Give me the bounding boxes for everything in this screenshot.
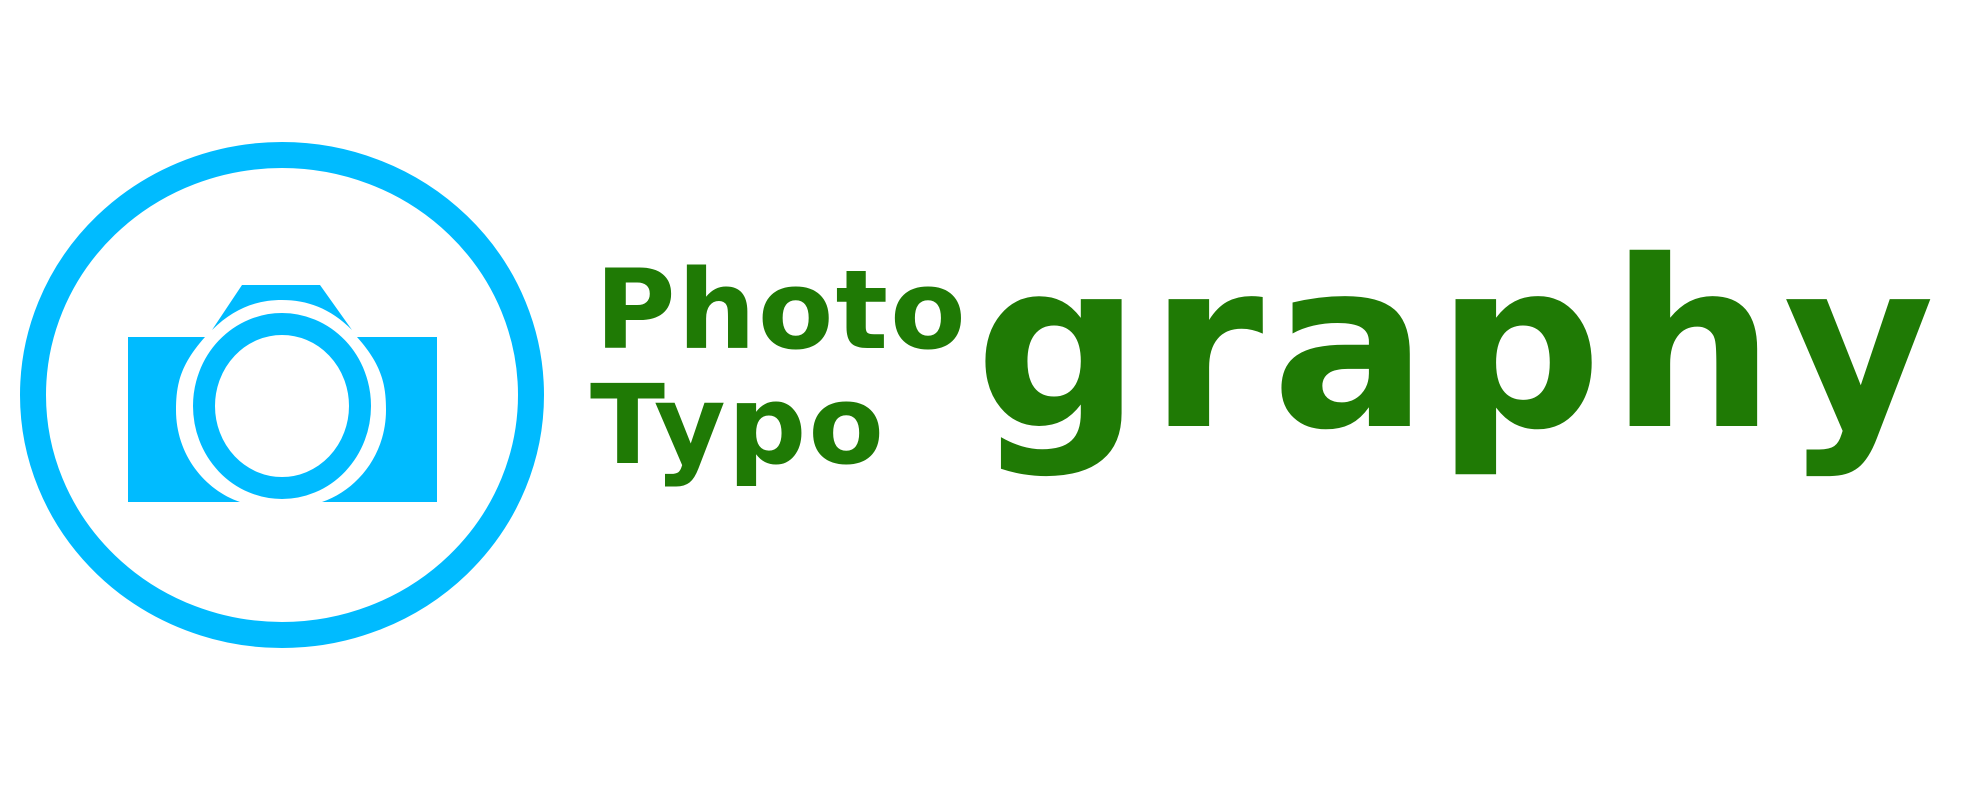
word-typo: Typo (590, 361, 886, 489)
camera-body-right (322, 337, 437, 502)
outer-ring (20, 142, 544, 648)
wordmark: Photo Typo graphy (585, 230, 1955, 590)
word-photo: Photo (595, 246, 968, 374)
word-graphy: graphy (975, 211, 1943, 481)
camera-body-left (128, 337, 240, 502)
camera-lens-ring (193, 313, 371, 499)
camera-top-hump (212, 285, 352, 330)
camera-icon (20, 142, 544, 648)
